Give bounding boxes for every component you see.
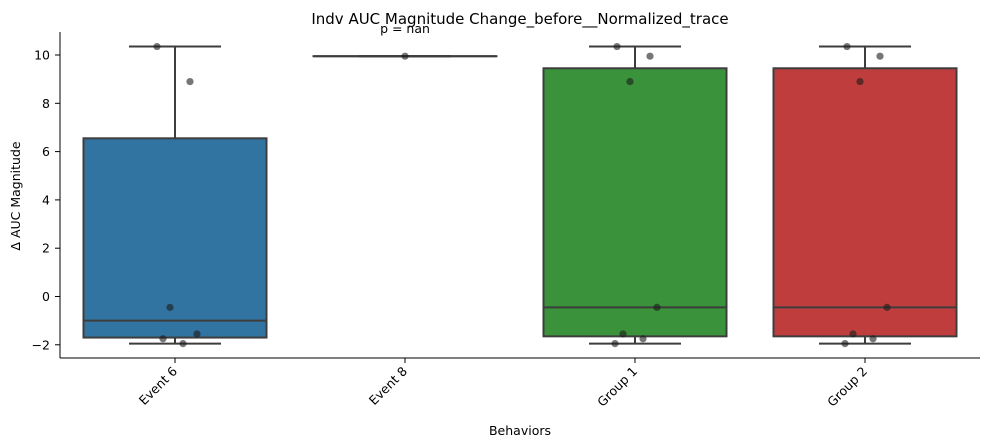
y-tick-label: 8 [42,96,50,111]
x-tick-label: Event 8 [366,363,410,407]
data-point [613,42,621,51]
data-point [856,77,864,86]
data-point [869,335,877,343]
data-point [611,339,619,348]
y-tick-label: 0 [42,289,50,304]
y-tick-label: 10 [34,48,50,63]
data-point [841,339,849,348]
data-point [876,52,884,60]
data-point [179,339,187,348]
data-point [646,52,654,60]
x-tick-label: Event 6 [136,363,180,407]
x-tick-label: Group 1 [594,364,640,410]
y-tick-label: 4 [42,192,50,207]
data-point [619,330,627,338]
data-point [401,52,409,60]
data-point [626,77,634,86]
chart-title: Indv AUC Magnitude Change_before__Normal… [311,10,728,29]
data-point [653,303,661,311]
plot-area: −2 0 2 4 6 8 10 Event 6 Event 8 Group 1 Group 2 [32,32,980,409]
data-point [639,335,647,343]
y-tick-label: 6 [42,144,50,159]
y-tick-label: −2 [32,337,50,352]
data-point [883,303,891,311]
x-tick-label: Group 2 [824,364,870,410]
box [542,67,728,338]
data-point [193,330,201,338]
data-point [186,77,194,86]
data-point [166,303,174,311]
y-axis-label: Δ AUC Magnitude [8,141,23,250]
y-tick-label: 2 [42,241,50,256]
data-point [159,335,167,343]
x-axis-label: Behaviors [489,423,551,438]
data-point [843,42,851,51]
data-point [153,42,161,51]
box [772,67,958,338]
data-point [849,330,857,338]
box [82,137,268,339]
p-value-annotation: p = nan [380,21,430,36]
